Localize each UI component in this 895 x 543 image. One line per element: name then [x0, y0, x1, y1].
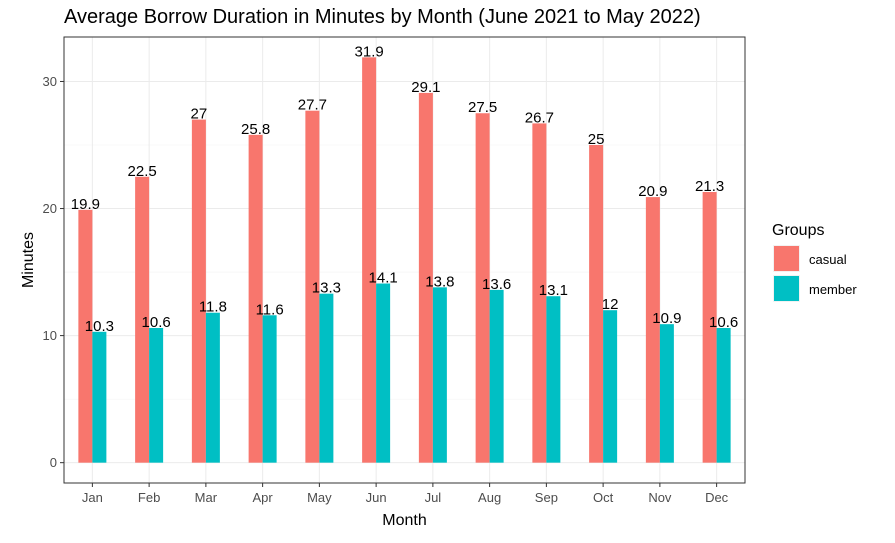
data-label-member-jun: 14.1 [369, 270, 398, 287]
x-tick-label: Oct [593, 490, 614, 505]
bar-casual-jul [418, 92, 433, 463]
bar-member-jul [432, 287, 447, 463]
bar-member-feb [149, 327, 164, 463]
data-label-casual-dec: 21.3 [695, 178, 724, 195]
data-label-casual-nov: 20.9 [638, 183, 667, 200]
grid-lines [64, 37, 745, 483]
chart-title: Average Borrow Duration in Minutes by Mo… [64, 6, 701, 28]
data-label-member-mar: 11.8 [199, 299, 227, 316]
data-label-casual-feb: 22.5 [128, 163, 157, 180]
bar-casual-dec [702, 192, 717, 463]
data-label-member-sep: 13.1 [539, 282, 568, 299]
bar-casual-oct [589, 145, 604, 463]
data-label-member-jul: 13.8 [425, 273, 454, 290]
x-tick-label: Jan [82, 490, 103, 505]
data-label-casual-apr: 25.8 [241, 121, 270, 138]
bar-member-nov [659, 324, 674, 463]
y-axis-title: Minutes [20, 232, 37, 288]
bar-member-jan [92, 331, 107, 463]
data-label-member-dec: 10.6 [709, 314, 738, 331]
data-label-member-aug: 13.6 [482, 276, 511, 293]
x-tick-label: Dec [705, 490, 729, 505]
data-label-casual-may: 27.7 [298, 97, 327, 114]
legend: Groups casual member [772, 222, 857, 302]
data-label-casual-sep: 26.7 [525, 109, 554, 126]
bar-member-sep [546, 296, 561, 463]
plot-panel-border [63, 36, 746, 484]
legend-title: Groups [772, 222, 824, 239]
bar-member-mar [205, 312, 220, 463]
x-tick-label: Jul [425, 490, 442, 505]
legend-label-casual: casual [809, 252, 847, 267]
data-label-member-oct: 12 [602, 296, 619, 313]
bar-casual-jun [362, 57, 377, 463]
x-axis: Jan Feb Mar Apr May Jun Jul Aug Sep Oct Nov Dec [82, 483, 729, 505]
bar-member-dec [716, 327, 731, 463]
legend-swatch-casual [774, 246, 799, 271]
legend-label-member: member [809, 282, 857, 297]
bar-casual-may [305, 110, 320, 463]
data-label-member-feb: 10.6 [142, 314, 171, 331]
data-label-casual-aug: 27.5 [468, 99, 497, 116]
data-label-member-may: 13.3 [312, 280, 341, 297]
data-label-casual-mar: 27 [191, 106, 208, 123]
x-tick-label: Nov [648, 490, 672, 505]
y-tick-label: 0 [50, 455, 57, 470]
bar-casual-feb [135, 176, 150, 463]
bar-member-may [319, 293, 334, 463]
x-tick-label: Jun [366, 490, 387, 505]
bars-group [78, 57, 731, 463]
bar-casual-sep [532, 123, 547, 463]
data-label-casual-jul: 29.1 [411, 79, 440, 96]
bar-member-apr [262, 315, 277, 463]
x-tick-label: May [307, 490, 332, 505]
x-tick-label: Aug [478, 490, 501, 505]
bar-casual-nov [645, 197, 660, 463]
x-tick-label: Apr [253, 490, 274, 505]
bar-member-aug [489, 289, 504, 463]
legend-swatch-member [774, 276, 799, 301]
bar-casual-apr [248, 134, 263, 463]
bar-member-oct [603, 310, 618, 463]
bar-casual-aug [475, 113, 490, 463]
x-tick-label: Sep [535, 490, 558, 505]
data-label-casual-jan: 19.9 [71, 196, 100, 213]
x-tick-label: Feb [138, 490, 160, 505]
bar-casual-mar [191, 119, 206, 463]
data-label-member-apr: 11.6 [256, 301, 284, 318]
data-label-member-jan: 10.3 [85, 318, 114, 335]
bar-member-jun [376, 283, 391, 463]
bar-casual-jan [78, 209, 93, 463]
x-axis-title: Month [382, 512, 426, 529]
y-axis: 0 10 20 30 [43, 74, 64, 470]
data-labels-group: 19.9 22.5 27 25.8 27.7 31.9 29.1 27.5 26.7 25 20.9… [71, 43, 738, 334]
y-tick-label: 20 [43, 201, 57, 216]
x-tick-label: Mar [195, 490, 218, 505]
y-tick-label: 10 [43, 328, 57, 343]
y-tick-label: 30 [43, 74, 57, 89]
data-label-member-nov: 10.9 [652, 310, 681, 327]
data-label-casual-jun: 31.9 [355, 43, 384, 60]
data-label-casual-oct: 25 [588, 131, 605, 148]
